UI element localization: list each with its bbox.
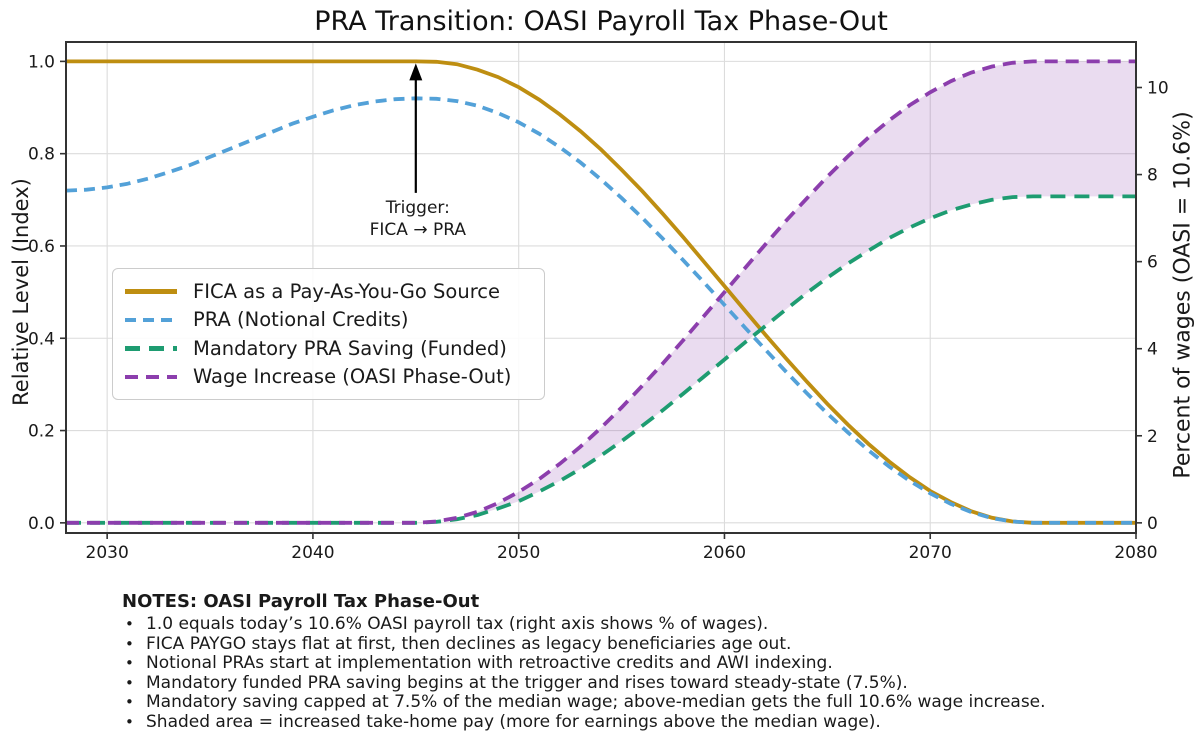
y-tick-label-left: 0.2 xyxy=(28,422,55,442)
series-line-3 xyxy=(66,59,1136,525)
notes-title: NOTES: OASI Payroll Tax Phase-Out xyxy=(122,591,480,612)
note-item: Mandatory saving capped at 7.5% of the m… xyxy=(122,693,1046,713)
axes-spines xyxy=(65,41,1137,534)
y-tick-label-left: 0.8 xyxy=(28,145,55,165)
y-tick-label-left: 1.0 xyxy=(28,52,55,72)
legend-item-pra-saving: Mandatory PRA Saving (Funded) xyxy=(125,337,534,360)
y-tick-label-right: 6 xyxy=(1147,253,1158,273)
y-tick-label-right: 10 xyxy=(1147,79,1169,99)
notes-block: NOTES: OASI Payroll Tax Phase-Out 1.0 eq… xyxy=(122,591,1046,733)
x-tick-label: 2070 xyxy=(909,543,952,563)
x-tick-label: 2040 xyxy=(291,543,334,563)
trigger-arrowhead xyxy=(409,63,423,81)
legend-label-fica: FICA as a Pay-As-You-Go Source xyxy=(193,279,501,303)
y-tick-label-right: 8 xyxy=(1147,166,1158,186)
series-line-0 xyxy=(66,59,1136,525)
legend-item-fica: FICA as a Pay-As-You-Go Source xyxy=(125,280,534,303)
note-item: Mandatory funded PRA saving begins at th… xyxy=(122,673,1046,694)
right-axis-label: Percent of wages (OASI = 10.6%) xyxy=(1170,111,1196,479)
legend-line-sample-wage-increase xyxy=(125,374,177,379)
legend-line-sample-fica xyxy=(125,289,177,294)
x-tick-label: 2060 xyxy=(703,543,746,563)
note-item: Shaded area = increased take-home pay (m… xyxy=(122,712,1046,733)
y-tick-label-left: 0.0 xyxy=(28,514,55,534)
legend-item-wage-increase: Wage Increase (OASI Phase-Out) xyxy=(125,365,534,388)
legend-label-wage-increase: Wage Increase (OASI Phase-Out) xyxy=(193,365,512,389)
series-line-1 xyxy=(65,96,1136,525)
notes-list: 1.0 equals today’s 10.6% OASI payroll ta… xyxy=(122,614,1046,733)
note-item: 1.0 equals today’s 10.6% OASI payroll ta… xyxy=(122,614,1046,635)
x-tick-label: 2030 xyxy=(86,543,129,563)
legend: FICA as a Pay-As-You-Go Source PRA (Noti… xyxy=(112,268,545,400)
legend-item-pra-notional: PRA (Notional Credits) xyxy=(125,308,534,331)
legend-label-pra-notional: PRA (Notional Credits) xyxy=(193,308,409,332)
legend-line-sample-pra-notional xyxy=(125,317,177,322)
legend-line-sample-pra-saving xyxy=(125,346,177,351)
legend-label-pra-saving: Mandatory PRA Saving (Funded) xyxy=(193,336,507,360)
left-axis-label: Relative Level (Index) xyxy=(9,178,33,406)
y-tick-label-right: 4 xyxy=(1147,340,1158,360)
trigger-annotation-line1: Trigger: xyxy=(385,198,450,218)
chart-title: PRA Transition: OASI Payroll Tax Phase-O… xyxy=(314,6,888,37)
trigger-annotation-line2: FICA → PRA xyxy=(370,220,467,240)
plot-area: 2030 2040 2050 2060 2070 2080 0.0 0.2 0.4 0.6 0.8 1… xyxy=(28,41,1169,563)
x-tick-label: 2050 xyxy=(497,543,540,563)
x-tick-label: 2080 xyxy=(1114,543,1157,563)
note-item: Notional PRAs start at implementation wi… xyxy=(122,654,1046,674)
y-tick-label-right: 0 xyxy=(1147,514,1158,534)
take-home-pay-shaded-area xyxy=(66,61,1136,523)
y-tick-label-left: 0.4 xyxy=(28,329,55,349)
note-item: FICA PAYGO stays flat at first, then dec… xyxy=(122,634,1046,655)
y-tick-label-right: 2 xyxy=(1147,427,1158,447)
y-tick-label-left: 0.6 xyxy=(28,237,55,257)
